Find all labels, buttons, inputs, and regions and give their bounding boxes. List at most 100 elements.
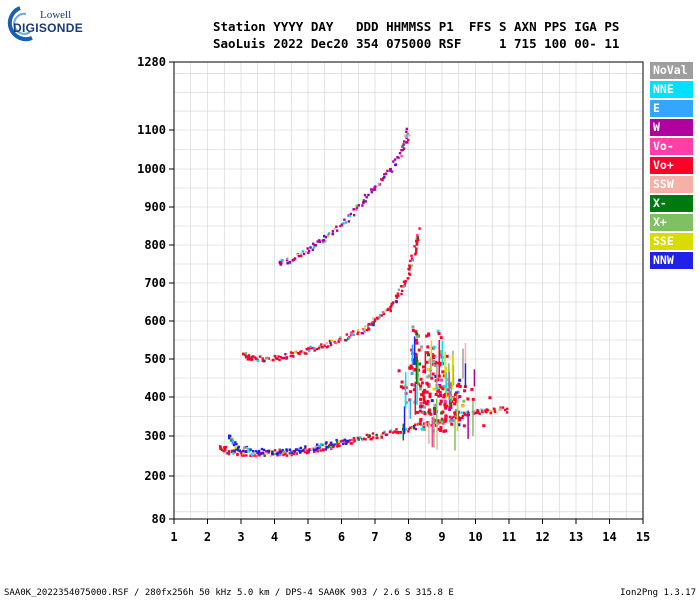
data-point — [398, 151, 402, 155]
data-point — [243, 446, 246, 450]
data-point — [350, 442, 353, 445]
data-point — [436, 329, 440, 333]
data-point — [456, 390, 460, 394]
data-point — [331, 232, 334, 236]
data-point — [430, 399, 434, 403]
data-point — [476, 408, 479, 412]
data-point — [280, 261, 283, 264]
data-point — [384, 309, 388, 312]
data-point — [445, 354, 449, 358]
data-point — [352, 333, 355, 337]
x-tick-label: 8 — [405, 530, 412, 544]
data-point — [318, 446, 322, 449]
data-point — [488, 396, 492, 400]
data-point — [303, 352, 307, 355]
data-point — [363, 330, 366, 333]
data-point — [316, 240, 319, 243]
data-point — [285, 448, 288, 451]
data-point — [416, 240, 419, 243]
data-point — [457, 423, 461, 427]
data-point — [342, 222, 345, 225]
x-tick-label: 11 — [502, 530, 516, 544]
data-point — [369, 437, 372, 441]
data-point — [444, 429, 448, 433]
data-point — [307, 251, 310, 255]
data-point — [481, 410, 484, 413]
data-point — [426, 399, 430, 403]
data-point — [405, 127, 409, 131]
data-point — [449, 405, 453, 409]
data-point — [425, 402, 429, 406]
data-point — [438, 353, 442, 357]
data-point — [445, 404, 449, 408]
data-point — [362, 437, 366, 440]
data-point — [361, 332, 365, 335]
data-point — [240, 454, 244, 457]
data-point — [306, 247, 309, 250]
data-point — [295, 448, 298, 451]
data-point — [300, 254, 303, 258]
data-point — [362, 199, 366, 202]
data-point — [427, 408, 431, 412]
data-point — [343, 438, 347, 441]
data-point — [288, 260, 291, 264]
data-point — [436, 389, 440, 393]
data-point — [288, 452, 292, 455]
data-point — [402, 285, 406, 288]
data-point — [233, 450, 236, 454]
data-point — [286, 262, 289, 265]
data-point — [353, 439, 356, 442]
data-point — [327, 444, 331, 448]
data-point — [303, 450, 307, 454]
data-point — [493, 407, 496, 411]
data-point — [330, 339, 334, 342]
data-point — [388, 430, 392, 434]
data-point — [435, 386, 439, 390]
data-point — [439, 428, 443, 432]
data-point — [372, 317, 375, 320]
data-point — [366, 324, 370, 327]
data-point — [414, 251, 418, 255]
data-point — [406, 277, 410, 280]
data-point — [426, 424, 430, 427]
data-point — [390, 303, 394, 306]
data-point — [329, 447, 333, 450]
data-point — [281, 450, 284, 453]
data-point — [450, 422, 454, 426]
y-tick-label: 1000 — [137, 162, 166, 176]
data-point — [414, 249, 418, 252]
data-point — [318, 240, 322, 243]
data-point — [416, 236, 420, 239]
data-point — [320, 343, 323, 346]
data-point — [441, 387, 445, 391]
data-point — [465, 411, 469, 415]
data-point — [393, 158, 397, 161]
logo-arc-icon — [7, 6, 33, 42]
data-point — [395, 296, 399, 299]
data-point — [439, 399, 443, 403]
data-point — [299, 446, 303, 450]
data-point — [386, 308, 390, 311]
data-point — [243, 353, 247, 357]
data-point — [408, 366, 412, 370]
data-point — [420, 345, 424, 349]
data-point — [403, 134, 407, 137]
data-point — [319, 443, 323, 446]
data-point — [438, 350, 442, 354]
data-point — [357, 438, 360, 441]
legend-item-sse: SSE — [650, 233, 693, 250]
data-point — [414, 330, 418, 334]
data-point — [331, 230, 335, 233]
data-point — [365, 196, 368, 199]
digisonde-logo — [2, 4, 82, 44]
data-point — [448, 407, 452, 411]
data-point — [348, 214, 351, 218]
data-point — [342, 442, 345, 445]
data-point — [476, 410, 480, 414]
data-point — [432, 359, 436, 363]
data-point — [402, 143, 405, 146]
data-point — [316, 446, 320, 449]
data-point — [305, 352, 308, 355]
data-point — [462, 411, 466, 415]
data-point — [314, 445, 317, 448]
